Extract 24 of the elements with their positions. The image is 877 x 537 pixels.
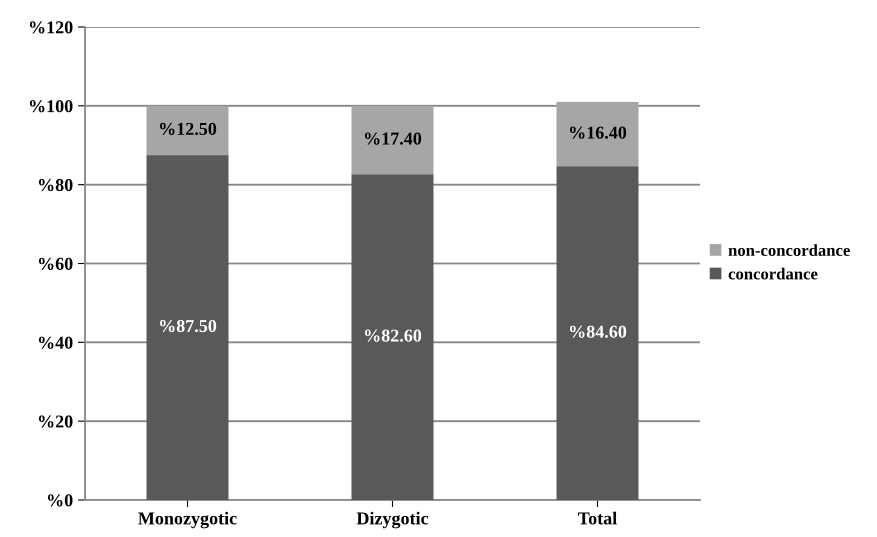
- x-tick-label: Monozygotic: [138, 512, 237, 528]
- bar: [556, 102, 638, 167]
- y-tick-label: %60: [38, 258, 73, 270]
- bar: [146, 155, 228, 500]
- data-label: %12.50: [160, 122, 216, 136]
- data-label: %82.60: [365, 330, 422, 342]
- bar: [146, 106, 228, 156]
- data-label: %84.60: [570, 326, 626, 338]
- y-tick-label: %100: [30, 100, 73, 112]
- legend-label: concordance: [728, 268, 818, 280]
- data-label: %87.50: [160, 320, 216, 332]
- y-tick-label: %40: [38, 336, 73, 349]
- x-tick-label: Total: [578, 512, 617, 525]
- y-tick-label: %120: [30, 21, 73, 34]
- legend-label: non-concordance: [728, 244, 850, 256]
- y-tick-label: %80: [38, 178, 73, 192]
- y-tick-label: %0: [48, 494, 73, 506]
- bar: [352, 106, 434, 174]
- x-tick-label: Dizygotic: [356, 512, 428, 528]
- bar: [556, 166, 638, 500]
- y-tick-label: %20: [38, 415, 73, 428]
- bar: [352, 174, 434, 500]
- data-label: %17.40: [365, 132, 422, 145]
- data-label: %16.40: [570, 126, 626, 139]
